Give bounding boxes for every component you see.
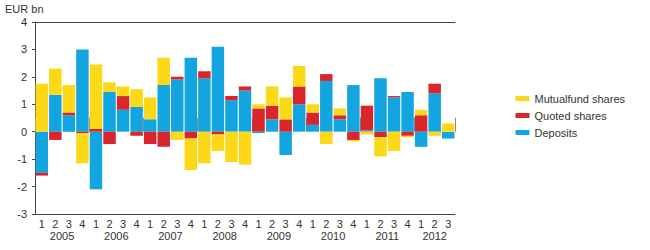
svg-text:1: 1 xyxy=(21,98,27,110)
svg-text:4: 4 xyxy=(296,218,302,230)
svg-text:1: 1 xyxy=(147,218,153,230)
svg-text:2: 2 xyxy=(106,218,112,230)
svg-text:2010: 2010 xyxy=(321,230,345,242)
svg-text:0: 0 xyxy=(21,126,27,138)
svg-text:4: 4 xyxy=(242,218,248,230)
svg-text:4: 4 xyxy=(21,16,27,28)
svg-text:1: 1 xyxy=(418,218,424,230)
svg-text:1: 1 xyxy=(310,218,316,230)
svg-text:3: 3 xyxy=(174,218,180,230)
svg-text:2012: 2012 xyxy=(422,230,446,242)
svg-text:2: 2 xyxy=(377,218,383,230)
svg-text:4: 4 xyxy=(350,218,356,230)
svg-text:3: 3 xyxy=(283,218,289,230)
svg-text:-3: -3 xyxy=(17,208,27,220)
svg-text:2: 2 xyxy=(215,218,221,230)
svg-text:2006: 2006 xyxy=(104,230,128,242)
svg-text:2: 2 xyxy=(323,218,329,230)
svg-text:4: 4 xyxy=(405,218,411,230)
svg-text:1: 1 xyxy=(39,218,45,230)
svg-text:-1: -1 xyxy=(17,153,27,165)
svg-text:2: 2 xyxy=(161,218,167,230)
svg-text:3: 3 xyxy=(337,218,343,230)
svg-text:2: 2 xyxy=(432,218,438,230)
svg-text:2: 2 xyxy=(269,218,275,230)
svg-text:EUR bn: EUR bn xyxy=(5,3,44,15)
svg-text:-2: -2 xyxy=(17,181,27,193)
svg-text:2: 2 xyxy=(52,218,58,230)
svg-text:2009: 2009 xyxy=(267,230,291,242)
svg-text:2: 2 xyxy=(21,71,27,83)
svg-text:3: 3 xyxy=(228,218,234,230)
svg-text:1: 1 xyxy=(255,218,261,230)
svg-text:3: 3 xyxy=(445,218,451,230)
svg-text:2008: 2008 xyxy=(212,230,236,242)
svg-text:1: 1 xyxy=(364,218,370,230)
svg-text:2011: 2011 xyxy=(375,230,399,242)
svg-text:Quoted shares: Quoted shares xyxy=(535,110,608,122)
svg-text:1: 1 xyxy=(201,218,207,230)
svg-text:Mutualfund shares: Mutualfund shares xyxy=(535,93,626,105)
svg-text:3: 3 xyxy=(391,218,397,230)
svg-text:Deposits: Deposits xyxy=(535,127,578,139)
svg-text:1: 1 xyxy=(93,218,99,230)
svg-text:4: 4 xyxy=(134,218,140,230)
svg-text:3: 3 xyxy=(120,218,126,230)
svg-text:3: 3 xyxy=(21,43,27,55)
svg-text:3: 3 xyxy=(66,218,72,230)
svg-text:2005: 2005 xyxy=(50,230,74,242)
svg-text:2007: 2007 xyxy=(158,230,182,242)
svg-text:4: 4 xyxy=(79,218,85,230)
svg-text:4: 4 xyxy=(188,218,194,230)
